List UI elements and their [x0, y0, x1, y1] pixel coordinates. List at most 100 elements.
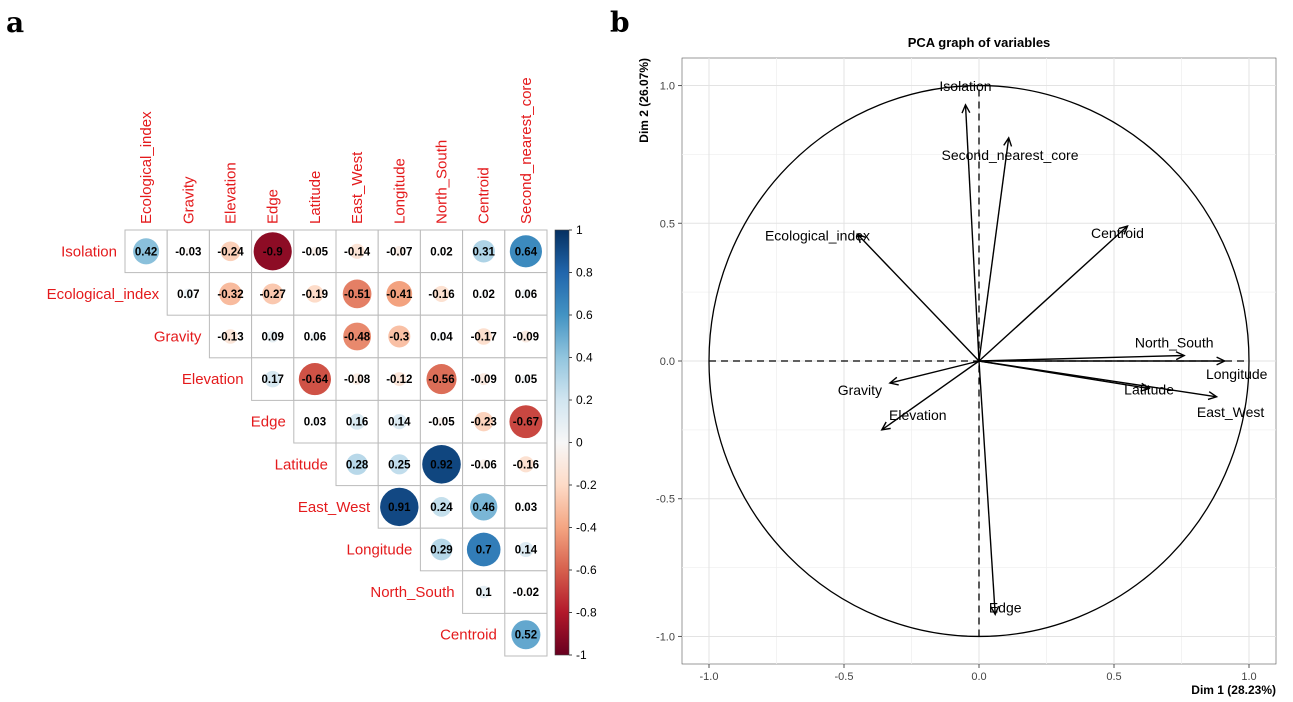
variable-label: East_West [1197, 404, 1265, 420]
corr-value: 0.02 [473, 289, 495, 301]
corr-value: 0.09 [262, 332, 284, 344]
corr-value: 0.24 [430, 502, 453, 514]
corr-circle [351, 373, 363, 385]
corr-value: 0.46 [473, 502, 495, 514]
corr-circle [426, 364, 457, 395]
x-axis-label: Dim 1 (28.23%) [1191, 683, 1276, 697]
chart-title: PCA graph of variables [908, 35, 1051, 50]
arrow-head [1207, 391, 1219, 401]
corr-value: -0.14 [344, 246, 371, 258]
y-tick-label: 1.0 [660, 81, 675, 93]
corr-value: 0.06 [304, 332, 326, 344]
corr-circle [298, 363, 331, 396]
colorbar-tick-label: 1 [576, 223, 583, 237]
row-label: Longitude [346, 542, 412, 559]
colorbar-tick-label: -0.2 [576, 478, 597, 492]
corr-circle [466, 532, 501, 567]
corr-circle [431, 497, 452, 517]
corr-circle [393, 245, 405, 257]
col-label: North_South [434, 140, 451, 224]
col-label: East_West [349, 151, 366, 224]
corr-circle [310, 246, 320, 256]
corr-value: -0.67 [513, 417, 539, 429]
row-label: Ecological_index [47, 286, 160, 303]
arrow-head [1216, 356, 1227, 366]
corr-value: 0.02 [430, 246, 452, 258]
corr-circle [477, 373, 490, 386]
variable-label: Isolation [939, 78, 991, 94]
corr-circle [509, 405, 543, 439]
corr-circle [518, 541, 534, 558]
corr-value: -0.12 [386, 374, 412, 386]
variable-label: Second_nearest_core [942, 147, 1079, 163]
corr-value: -0.64 [302, 374, 329, 386]
variable-label: Centroid [1091, 225, 1144, 241]
corr-circle [522, 503, 530, 511]
arrow-head [1118, 224, 1129, 235]
corr-value: 0.7 [476, 545, 492, 557]
corr-circle [253, 232, 292, 271]
corr-circle [480, 291, 487, 297]
corr-value: -0.09 [471, 374, 497, 386]
corr-circle [474, 412, 494, 432]
variable-arrow [856, 233, 980, 362]
variable-arrow [881, 360, 980, 431]
variable-label: Longitude [1206, 366, 1268, 382]
corr-circle [521, 374, 531, 384]
col-label: Edge [265, 189, 282, 224]
corr-value: -0.07 [386, 246, 412, 258]
colorbar-tick-label: -0.4 [576, 521, 597, 535]
variable-arrow [978, 354, 1185, 362]
y-axis-label: Dim 2 (26.07%) [637, 58, 651, 143]
corr-circle [311, 418, 319, 426]
corr-circle [223, 329, 238, 344]
corr-value: -0.05 [428, 417, 455, 429]
variable-label: Edge [989, 599, 1022, 615]
variable-label: Ecological_index [765, 227, 870, 243]
colorbar-tick-label: -1 [576, 648, 587, 662]
corr-circle [391, 414, 407, 430]
corr-value: 0.31 [473, 246, 496, 258]
corr-value: 0.28 [346, 459, 369, 471]
corr-circle [342, 279, 372, 309]
corr-value: 0.1 [476, 587, 493, 599]
arrow-head [1140, 382, 1151, 392]
corr-value: 0.91 [388, 502, 411, 514]
corr-value: 0.16 [346, 417, 368, 429]
x-tick-label: -1.0 [700, 671, 719, 683]
colorbar-tick-label: 0.2 [576, 393, 593, 407]
corr-value: 0.17 [262, 374, 284, 386]
col-label: Latitude [307, 171, 324, 224]
corr-circle [437, 417, 446, 427]
corr-circle [523, 589, 529, 595]
panel-label-b: b [610, 6, 630, 39]
col-label: Gravity [180, 176, 197, 224]
corr-circle [309, 331, 320, 342]
corr-circle [264, 370, 281, 388]
arrow-head [1175, 351, 1186, 361]
corr-circle [262, 283, 284, 305]
corr-value: -0.02 [513, 587, 539, 599]
corr-value: -0.32 [217, 289, 243, 301]
colorbar-tick-label: -0.6 [576, 563, 597, 577]
corr-circle [438, 248, 445, 255]
colorbar-tick-label: -0.8 [576, 606, 597, 620]
corr-value: -0.27 [260, 289, 286, 301]
y-tick-label: -1.0 [656, 631, 675, 643]
corr-circle [430, 538, 453, 561]
arrow-head [880, 421, 891, 431]
corr-value: 0.07 [177, 289, 199, 301]
corr-circle [388, 325, 411, 348]
corr-circle [392, 372, 407, 387]
corr-value: -0.23 [471, 417, 497, 429]
corr-value: 0.03 [515, 502, 537, 514]
cell [504, 570, 548, 614]
corr-circle [519, 330, 532, 343]
arrow-head [990, 605, 1000, 617]
colorbar-tick-label: 0.8 [576, 266, 593, 280]
colorbar [554, 229, 570, 656]
corr-circle [520, 288, 531, 299]
corr-value: -0.05 [302, 246, 329, 258]
row-label: Elevation [182, 371, 244, 388]
panel-label-a: a [6, 6, 25, 39]
